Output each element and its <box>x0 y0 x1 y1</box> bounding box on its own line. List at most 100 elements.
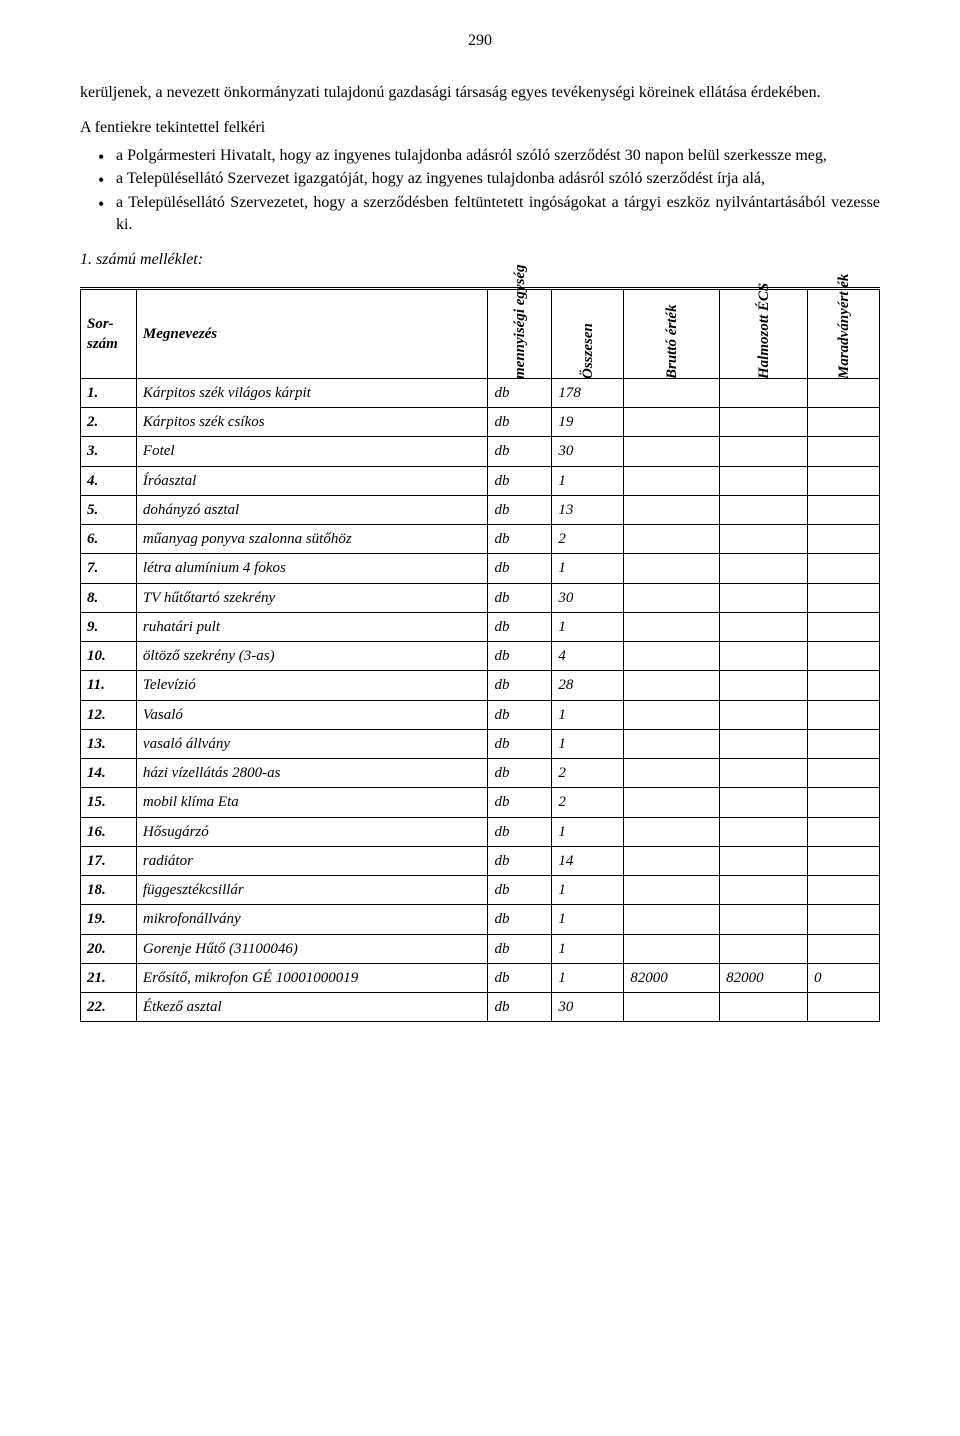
table-cell <box>808 495 880 524</box>
table-cell <box>720 437 808 466</box>
table-cell: vasaló állvány <box>136 729 488 758</box>
table-row: 22.Étkező asztaldb30 <box>81 993 880 1022</box>
table-row: 13.vasaló állványdb1 <box>81 729 880 758</box>
table-cell <box>720 993 808 1022</box>
table-cell: db <box>488 963 552 992</box>
table-cell: mikrofonállvány <box>136 905 488 934</box>
table-cell: 2 <box>552 525 624 554</box>
table-cell <box>808 437 880 466</box>
table-cell <box>720 905 808 934</box>
table-cell: öltöző szekrény (3-as) <box>136 642 488 671</box>
table-cell: 4. <box>81 466 137 495</box>
table-cell <box>624 437 720 466</box>
table-cell: db <box>488 525 552 554</box>
table-row: 1.Kárpitos szék világos kárpitdb178 <box>81 378 880 407</box>
table-cell: 1. <box>81 378 137 407</box>
table-cell <box>720 408 808 437</box>
table-cell: Étkező asztal <box>136 993 488 1022</box>
table-cell: db <box>488 408 552 437</box>
table-cell: 9. <box>81 612 137 641</box>
table-cell <box>624 876 720 905</box>
table-cell <box>720 495 808 524</box>
table-cell: Televízió <box>136 671 488 700</box>
table-cell: db <box>488 554 552 583</box>
table-cell: db <box>488 759 552 788</box>
table-cell: 12. <box>81 700 137 729</box>
table-cell: 5. <box>81 495 137 524</box>
table-cell: 1 <box>552 934 624 963</box>
table-cell <box>624 846 720 875</box>
table-cell <box>624 495 720 524</box>
table-cell <box>720 583 808 612</box>
table-cell <box>808 671 880 700</box>
table-cell <box>720 525 808 554</box>
table-cell: db <box>488 905 552 934</box>
attachment-label: 1. számú melléklet: <box>80 249 880 271</box>
table-cell: függesztékcsillár <box>136 876 488 905</box>
table-cell: 3. <box>81 437 137 466</box>
table-cell <box>720 554 808 583</box>
header-egyseg: mennyiségi egység <box>488 288 552 378</box>
table-cell: radiátor <box>136 846 488 875</box>
table-row: 15.mobil klíma Etadb2 <box>81 788 880 817</box>
table-body: 1.Kárpitos szék világos kárpitdb1782.Kár… <box>81 378 880 1022</box>
table-cell: 178 <box>552 378 624 407</box>
table-cell: 7. <box>81 554 137 583</box>
table-cell: db <box>488 817 552 846</box>
table-cell <box>720 466 808 495</box>
table-cell: 19. <box>81 905 137 934</box>
table-cell <box>624 993 720 1022</box>
table-cell: 13 <box>552 495 624 524</box>
table-cell <box>720 671 808 700</box>
table-cell: db <box>488 642 552 671</box>
table-cell <box>624 729 720 758</box>
table-cell <box>808 817 880 846</box>
table-cell: Kárpitos szék csíkos <box>136 408 488 437</box>
table-cell: 82000 <box>624 963 720 992</box>
table-row: 3.Foteldb30 <box>81 437 880 466</box>
table-cell <box>808 554 880 583</box>
table-cell: 1 <box>552 963 624 992</box>
table-cell <box>720 612 808 641</box>
table-cell: 19 <box>552 408 624 437</box>
table-cell: Erősítő, mikrofon GÉ 10001000019 <box>136 963 488 992</box>
bullet-item: a Településellátó Szervezetet, hogy a sz… <box>116 192 880 235</box>
table-cell <box>624 700 720 729</box>
table-cell <box>624 612 720 641</box>
table-cell: 20. <box>81 934 137 963</box>
table-cell <box>808 466 880 495</box>
table-cell: 6. <box>81 525 137 554</box>
table-cell: 18. <box>81 876 137 905</box>
table-cell <box>808 934 880 963</box>
table-cell: 2. <box>81 408 137 437</box>
table-cell: 30 <box>552 437 624 466</box>
table-cell: db <box>488 378 552 407</box>
table-cell: db <box>488 993 552 1022</box>
table-row: 4.Íróasztaldb1 <box>81 466 880 495</box>
table-cell: 13. <box>81 729 137 758</box>
table-cell: 1 <box>552 817 624 846</box>
table-cell: db <box>488 846 552 875</box>
table-cell: db <box>488 700 552 729</box>
table-cell <box>624 583 720 612</box>
table-cell: 8. <box>81 583 137 612</box>
table-cell: 1 <box>552 700 624 729</box>
table-cell: Íróasztal <box>136 466 488 495</box>
table-cell <box>624 642 720 671</box>
table-row: 21.Erősítő, mikrofon GÉ 10001000019db182… <box>81 963 880 992</box>
table-row: 18.függesztékcsillárdb1 <box>81 876 880 905</box>
table-cell <box>720 378 808 407</box>
table-cell: 1 <box>552 905 624 934</box>
table-row: 11.Televíziódb28 <box>81 671 880 700</box>
table-cell: 82000 <box>720 963 808 992</box>
table-cell <box>808 846 880 875</box>
table-cell <box>624 759 720 788</box>
inventory-table: Sor-szám Megnevezés mennyiségi egység Ös… <box>80 287 880 1023</box>
table-cell: db <box>488 612 552 641</box>
table-cell: 15. <box>81 788 137 817</box>
table-cell <box>720 934 808 963</box>
table-row: 20.Gorenje Hűtő (31100046)db1 <box>81 934 880 963</box>
table-cell: 30 <box>552 993 624 1022</box>
table-cell: 17. <box>81 846 137 875</box>
bullet-item: a Településellátó Szervezet igazgatóját,… <box>116 168 880 190</box>
